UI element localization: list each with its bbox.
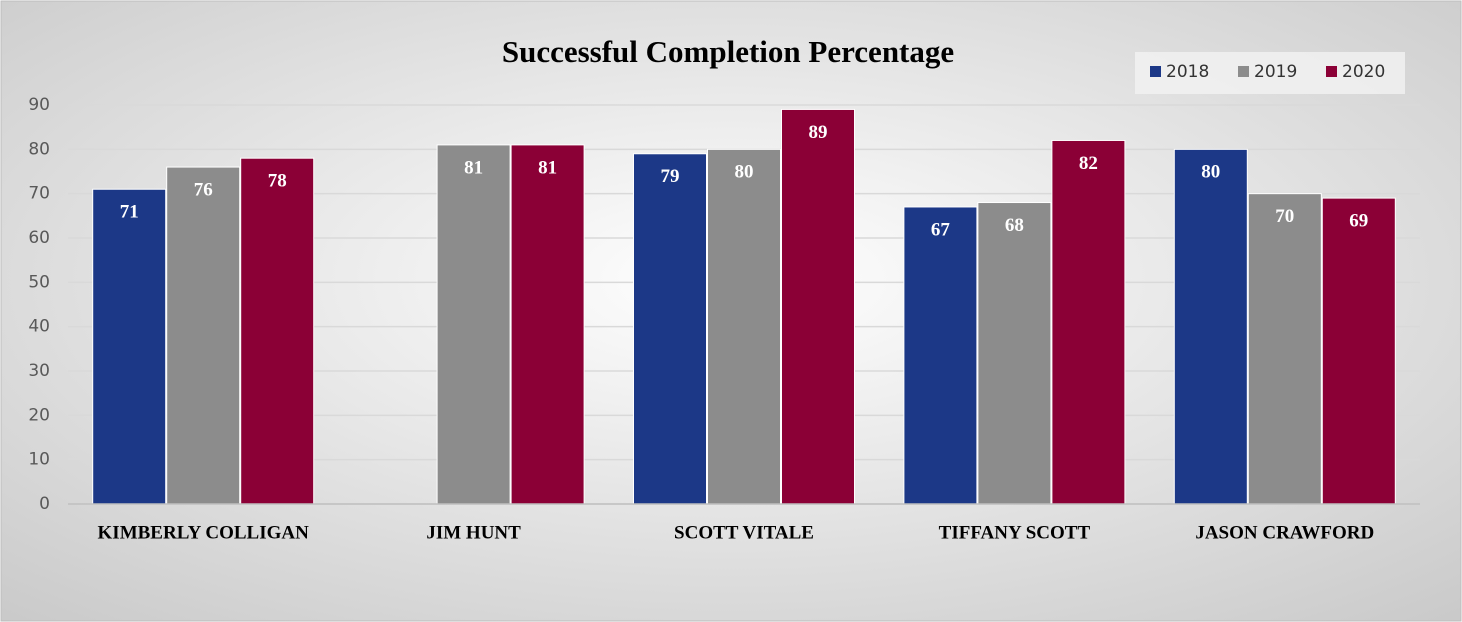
legend-label: 2020 [1342, 62, 1385, 82]
value-label: 81 [464, 157, 483, 178]
bar [1173, 148, 1248, 505]
value-label: 67 [931, 219, 951, 240]
y-tick-label: 50 [28, 272, 50, 292]
legend-box [1135, 52, 1405, 94]
bar [781, 108, 855, 505]
value-label: 89 [809, 122, 828, 143]
bar [1321, 197, 1396, 505]
value-label: 80 [735, 162, 754, 183]
x-tick-label: TIFFANY SCOTT [939, 522, 1091, 543]
bar [707, 148, 781, 505]
y-tick-label: 20 [28, 405, 50, 425]
value-label: 79 [661, 166, 680, 187]
legend-swatch [1150, 66, 1161, 77]
bar [903, 206, 978, 505]
x-tick-label: JASON CRAWFORD [1195, 522, 1374, 543]
bar [1247, 193, 1322, 505]
y-tick-label: 0 [39, 494, 50, 514]
y-tick-label: 70 [28, 184, 50, 204]
value-label: 76 [194, 179, 213, 200]
value-label: 82 [1079, 153, 1098, 174]
chart-title: Successful Completion Percentage [502, 34, 954, 69]
y-tick-label: 40 [28, 317, 50, 337]
bar [510, 144, 585, 505]
value-label: 81 [538, 157, 557, 178]
value-label: 69 [1349, 210, 1368, 231]
bar [633, 153, 707, 505]
y-tick-label: 10 [28, 450, 50, 470]
bar [240, 157, 315, 505]
y-tick-label: 30 [28, 361, 50, 381]
x-tick-label: JIM HUNT [426, 522, 521, 543]
value-label: 70 [1275, 206, 1294, 227]
y-tick-label: 60 [28, 228, 50, 248]
value-label: 78 [268, 171, 287, 192]
value-label: 68 [1005, 215, 1024, 236]
x-tick-label: SCOTT VITALE [674, 522, 814, 543]
legend-label: 2018 [1166, 62, 1209, 82]
y-tick-label: 90 [28, 95, 50, 115]
legend-label: 2019 [1254, 62, 1297, 82]
value-label: 71 [120, 202, 139, 223]
value-label: 80 [1201, 162, 1220, 183]
legend-swatch [1238, 66, 1249, 77]
bar [1051, 139, 1126, 505]
bar [977, 202, 1052, 505]
legend-swatch [1326, 66, 1337, 77]
bar [166, 166, 241, 505]
bar [436, 144, 511, 505]
bar [92, 188, 167, 505]
y-tick-label: 80 [28, 139, 50, 159]
x-tick-label: KIMBERLY COLLIGAN [98, 522, 310, 543]
